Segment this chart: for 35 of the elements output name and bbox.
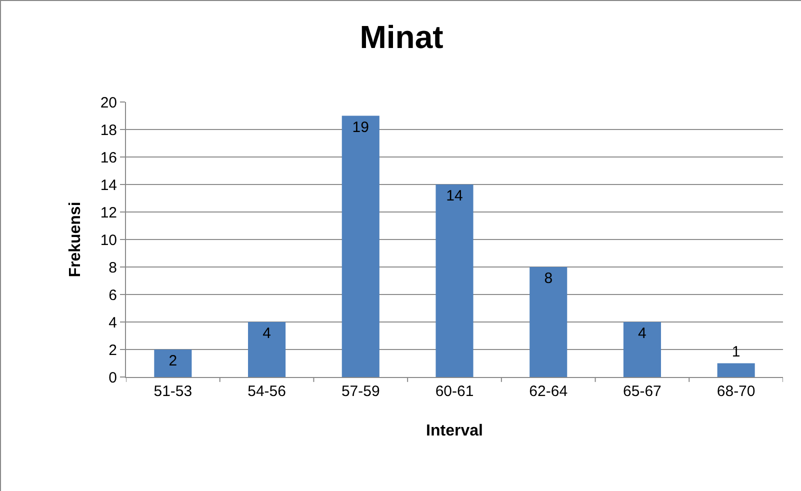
x-tick-label: 54-56 — [248, 383, 286, 400]
bar — [530, 267, 568, 377]
x-tick-label: 51-53 — [154, 383, 192, 400]
y-tick-label: 14 — [100, 176, 117, 194]
bar — [248, 322, 286, 377]
chart-title: Minat — [360, 18, 444, 55]
data-label: 19 — [352, 118, 369, 136]
data-label: 2 — [168, 352, 178, 370]
data-label: 1 — [732, 343, 740, 360]
x-tick-label: 68-70 — [716, 383, 756, 400]
data-label: 4 — [638, 325, 646, 342]
data-label: 4 — [262, 325, 271, 342]
bar — [342, 116, 380, 377]
bar — [436, 184, 474, 377]
data-label: 8 — [544, 270, 553, 287]
bar — [717, 363, 755, 377]
y-tick-label: 4 — [108, 314, 117, 332]
y-tick-label: 12 — [100, 204, 117, 222]
x-tick-label: 57-59 — [341, 383, 380, 400]
bar — [154, 350, 192, 377]
data-label: 14 — [446, 188, 463, 204]
y-tick-label: 16 — [100, 149, 117, 166]
bar — [623, 322, 661, 377]
x-tick-label: 62-64 — [529, 383, 568, 400]
y-axis-title: Frekuensi — [67, 202, 84, 278]
x-tick-label: 65-67 — [623, 383, 662, 400]
x-tick-label: 60-61 — [435, 383, 474, 400]
y-tick-label: 18 — [100, 122, 117, 139]
x-axis-title: Interval — [426, 422, 483, 440]
y-tick-label: 20 — [100, 94, 117, 112]
y-tick-label: 0 — [108, 369, 117, 386]
y-tick-label: 10 — [100, 232, 117, 249]
y-tick-label: 8 — [108, 259, 117, 276]
y-tick-label: 2 — [108, 342, 117, 359]
y-tick-label: 6 — [108, 286, 117, 304]
